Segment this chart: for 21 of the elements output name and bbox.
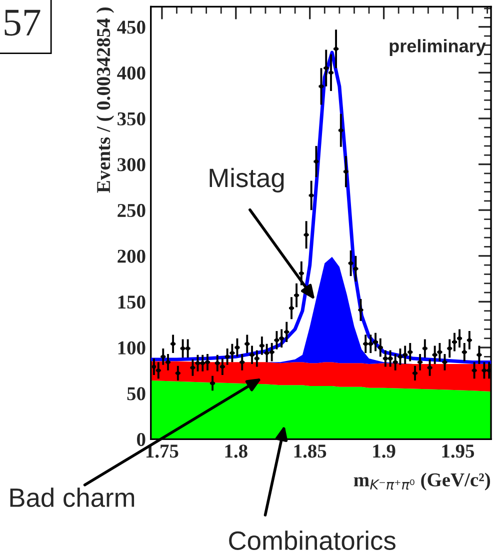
text: 57: [4, 10, 40, 36]
x-axis-title: m$_{K⁻π⁺π⁰}$ (GeV/c²): [354, 472, 490, 490]
y-tick-label: 0: [137, 432, 146, 446]
x-tick-label: 1.95: [442, 444, 474, 458]
y-tick-label: 150: [118, 296, 146, 309]
x-tick-label: 1.85: [294, 444, 326, 458]
y-tick-label: 300: [118, 158, 146, 172]
y-tick-label: 350: [118, 112, 146, 126]
y-tick-label: 400: [117, 66, 146, 80]
y-tick-label: 50: [127, 387, 146, 400]
text: Combinatorics: [229, 530, 396, 550]
y-axis-title: Events / ( 0.00342854 ): [96, 8, 114, 193]
annotation: preliminary: [390, 39, 486, 56]
y-tick-label: 250: [118, 204, 146, 218]
annotation: Mistag: [210, 168, 284, 193]
y-tick-label: 100: [118, 341, 146, 354]
x-tick-label: 1.9: [373, 444, 396, 458]
x-tick-label: 1.8: [225, 444, 248, 458]
y-tick-label: 200: [118, 250, 146, 263]
y-tick-label: 450: [117, 20, 146, 34]
text: Bad charm: [10, 488, 134, 508]
